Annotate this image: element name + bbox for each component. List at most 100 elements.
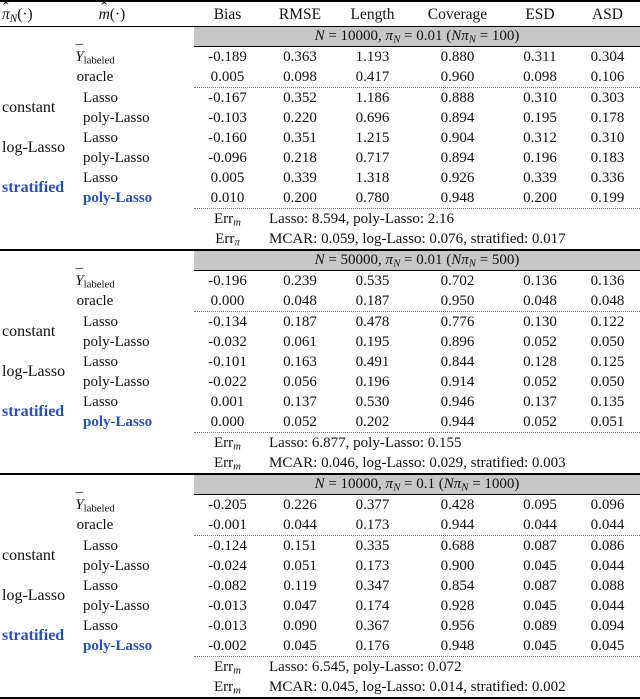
spacer-cell [0,453,190,473]
metric-value-cell: 0.000 [210,292,245,309]
pi-estimator-label: stratified [2,626,65,644]
metric-value-cell: 0.050 [590,373,625,390]
metric-value-cell: 0.339 [523,169,557,186]
metric-value-cell: 0.136 [523,272,557,289]
metric-value-cell: 0.005 [210,68,245,85]
metric-value-cell: 0.090 [283,617,317,634]
group-rows: Lasso -0.013 0.090 0.367 0.956 0.089 0.094 poly… [78,616,640,656]
estimator-label: ¯ Ylabeled [75,267,115,291]
metric-value-cell: 0.096 [590,496,625,513]
error-summary-row: Errm Lasso: 8.594, poly-Lasso: 2.16 [0,209,640,229]
metric-value-cell: 0.854 [440,577,475,594]
m-estimator-label: Lasso [83,89,118,106]
spacer-cell [0,229,190,249]
m-estimator-label: Lasso [83,617,118,634]
spacer-cell [0,209,190,229]
table-row: Lasso -0.167 0.352 1.186 0.888 0.310 0.303 [78,88,640,108]
metric-value-cell: 0.010 [210,189,245,206]
error-metric-values: MCAR: 0.059, log-Lasso: 0.076, stratifie… [269,230,566,247]
metric-value-cell: 0.304 [590,48,625,65]
group-rows: Lasso 0.001 0.137 0.530 0.946 0.137 0.135 poly-… [78,392,640,432]
column-header-rmse: RMSE [278,6,322,23]
metric-value-cell: -0.160 [208,129,247,146]
m-estimator-label: Lasso [83,537,118,554]
table-row: Lasso -0.013 0.090 0.367 0.956 0.089 0.094 [78,616,640,636]
metric-value-cell: 0.896 [440,333,475,350]
estimator-group: constant Lasso -0.167 0.352 1.186 0.888 0.310 0… [0,88,640,128]
metric-value-cell: 0.044 [590,516,625,533]
metric-value-cell: 0.052 [523,373,557,390]
metric-value-cell: 0.960 [440,68,475,85]
group-rows: Lasso -0.134 0.187 0.478 0.776 0.130 0.122 poly… [78,312,640,352]
metric-value-cell: -0.167 [208,89,247,106]
table-row: poly-Lasso -0.096 0.218 0.717 0.894 0.196 0.18… [78,148,640,168]
metric-value-cell: 0.045 [523,557,557,574]
group-rows: Lasso -0.167 0.352 1.186 0.888 0.310 0.303 poly… [78,88,640,128]
metric-value-cell: 0.944 [440,413,475,430]
metric-value-cell: 0.136 [590,272,625,289]
spacer-cell [0,657,190,677]
metric-value-cell: 0.946 [440,393,475,410]
estimator-group: constant Lasso -0.124 0.151 0.335 0.688 0.087 0… [0,536,640,576]
metric-value-cell: 0.950 [440,292,475,309]
error-summary-row: Errm Lasso: 6.545, poly-Lasso: 0.072 [0,657,640,677]
metric-value-cell: 1.186 [355,89,390,106]
column-header-m-estimator: ˆ m(·) [98,0,126,23]
error-metric-label: Errm [214,678,241,697]
metric-value-cell: 0.900 [440,557,475,574]
metric-value-cell: 0.226 [283,496,317,513]
metric-value-cell: 0.335 [355,537,390,554]
metric-value-cell: 0.000 [210,413,245,430]
metric-value-cell: 0.086 [590,537,625,554]
estimator-group: log-Lasso Lasso -0.101 0.163 0.491 0.844 0.128… [0,352,640,392]
metric-value-cell: 0.220 [283,109,317,126]
table-row: oracle 0.000 0.048 0.187 0.950 0.048 0.048 [0,291,640,311]
metric-value-cell: -0.101 [208,353,247,370]
metric-value-cell: 0.311 [523,48,557,65]
error-summary-row: Errm MCAR: 0.046, log-Lasso: 0.029, strat… [0,453,640,473]
metric-value-cell: 0.948 [440,189,475,206]
error-metric-values: MCAR: 0.046, log-Lasso: 0.029, stratifie… [269,454,566,471]
column-header-length: Length [350,6,395,23]
m-estimator-label: poly-Lasso [83,413,153,430]
error-metric-label: Errπ [215,230,240,249]
metric-value-cell: 0.125 [590,353,625,370]
metric-value-cell: 0.163 [283,353,317,370]
table-row: Lasso 0.005 0.339 1.318 0.926 0.339 0.336 [78,168,640,188]
metric-value-cell: 0.001 [210,393,245,410]
pi-estimator-label: constant [2,546,56,564]
pi-estimator-label: log-Lasso [2,362,66,380]
metric-value-cell: 0.005 [210,169,245,186]
dotted-divider [194,431,640,433]
metric-value-cell: 0.048 [283,292,317,309]
metric-value-cell: 0.052 [523,413,557,430]
metric-value-cell: 0.047 [283,597,317,614]
metric-value-cell: 0.094 [590,617,625,634]
metric-value-cell: 0.530 [355,393,390,410]
metric-value-cell: 0.914 [440,373,475,390]
metric-value-cell: 0.417 [355,68,390,85]
estimator-label: oracle [76,68,114,85]
pi-estimator-label: stratified [2,178,65,196]
metric-value-cell: 0.928 [440,597,475,614]
table-row: Lasso -0.160 0.351 1.215 0.904 0.312 0.310 [78,128,640,148]
metric-value-cell: 0.178 [590,109,625,126]
metric-value-cell: 1.215 [355,129,390,146]
metric-value-cell: 0.894 [440,149,475,166]
metric-value-cell: 0.183 [590,149,625,166]
metric-value-cell: 1.318 [355,169,390,186]
metric-value-cell: 0.303 [590,89,625,106]
table-row: poly-Lasso -0.032 0.061 0.195 0.896 0.052 0.05… [78,332,640,352]
metric-value-cell: 0.045 [283,637,317,654]
metric-value-cell: -0.189 [208,48,247,65]
metric-value-cell: -0.013 [208,597,247,614]
metric-value-cell: 0.052 [283,413,317,430]
metric-value-cell: -0.013 [208,617,247,634]
m-estimator-label: poly-Lasso [83,189,153,206]
section-divider [0,472,640,475]
table-row: Lasso -0.101 0.163 0.491 0.844 0.128 0.125 [78,352,640,372]
dotted-divider [194,655,640,657]
table-section-2: N = 50000, πN = 0.01 (NπN = 500) ¯ Ylabele… [0,250,640,473]
m-estimator-label: Lasso [83,129,118,146]
